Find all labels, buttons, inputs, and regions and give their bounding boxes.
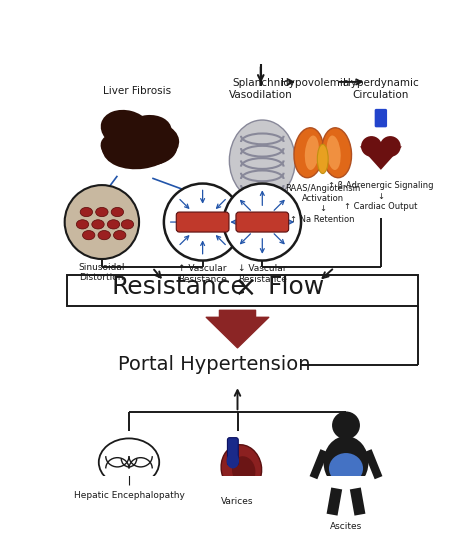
- Text: Varices: Varices: [221, 497, 254, 506]
- Ellipse shape: [305, 135, 319, 170]
- Text: Sinusoidal
Distortion: Sinusoidal Distortion: [79, 263, 125, 282]
- FancyArrowPatch shape: [206, 310, 269, 348]
- Text: ↓ Vascular
Resistance: ↓ Vascular Resistance: [238, 264, 287, 284]
- Ellipse shape: [121, 220, 134, 229]
- Ellipse shape: [98, 231, 110, 240]
- Polygon shape: [360, 147, 402, 170]
- Circle shape: [224, 184, 301, 261]
- FancyBboxPatch shape: [176, 212, 229, 232]
- Text: Flow: Flow: [267, 276, 324, 300]
- Ellipse shape: [294, 128, 324, 178]
- Ellipse shape: [135, 137, 177, 165]
- Ellipse shape: [221, 445, 262, 492]
- Text: ×: ×: [234, 273, 257, 302]
- Text: Splanchnic
Vasodilation: Splanchnic Vasodilation: [229, 78, 292, 100]
- Circle shape: [332, 411, 360, 439]
- FancyBboxPatch shape: [228, 438, 238, 465]
- Ellipse shape: [317, 144, 328, 173]
- Ellipse shape: [111, 208, 124, 217]
- Ellipse shape: [125, 115, 172, 148]
- FancyBboxPatch shape: [236, 212, 289, 232]
- Ellipse shape: [232, 456, 255, 485]
- Ellipse shape: [92, 220, 104, 229]
- Ellipse shape: [329, 453, 363, 484]
- Circle shape: [64, 185, 139, 259]
- Text: Hepatic Encephalopathy: Hepatic Encephalopathy: [73, 491, 184, 500]
- Ellipse shape: [76, 220, 89, 229]
- Text: ↑ β-Adrenergic Signaling
↓
↑ Cardiac Output: ↑ β-Adrenergic Signaling ↓ ↑ Cardiac Out…: [328, 181, 434, 211]
- Circle shape: [380, 136, 401, 157]
- FancyBboxPatch shape: [374, 109, 387, 127]
- Circle shape: [361, 136, 382, 157]
- Circle shape: [164, 184, 241, 261]
- Ellipse shape: [99, 438, 159, 486]
- Ellipse shape: [227, 453, 239, 469]
- Ellipse shape: [113, 231, 126, 240]
- Text: Portal Hypertension: Portal Hypertension: [118, 355, 310, 374]
- Ellipse shape: [102, 121, 179, 169]
- Ellipse shape: [107, 220, 120, 229]
- Text: Hyperdynamic
Circulation: Hyperdynamic Circulation: [343, 78, 419, 100]
- Ellipse shape: [229, 120, 295, 201]
- Ellipse shape: [322, 128, 352, 178]
- Text: Liver Fibrosis: Liver Fibrosis: [103, 86, 171, 96]
- Text: Hypovolemia: Hypovolemia: [281, 78, 349, 88]
- Text: ↑ Vascular
Resistance: ↑ Vascular Resistance: [178, 264, 227, 284]
- Ellipse shape: [324, 436, 368, 488]
- Ellipse shape: [82, 231, 95, 240]
- Ellipse shape: [100, 133, 142, 164]
- Text: RAAS/Angiotensin
Activation
↓
↑ Na Retention: RAAS/Angiotensin Activation ↓ ↑ Na Reten…: [285, 184, 360, 224]
- Ellipse shape: [101, 110, 153, 149]
- Text: Ascites: Ascites: [330, 522, 362, 531]
- Text: Resistance: Resistance: [112, 276, 247, 300]
- Ellipse shape: [327, 135, 341, 170]
- Ellipse shape: [80, 208, 92, 217]
- Ellipse shape: [96, 208, 108, 217]
